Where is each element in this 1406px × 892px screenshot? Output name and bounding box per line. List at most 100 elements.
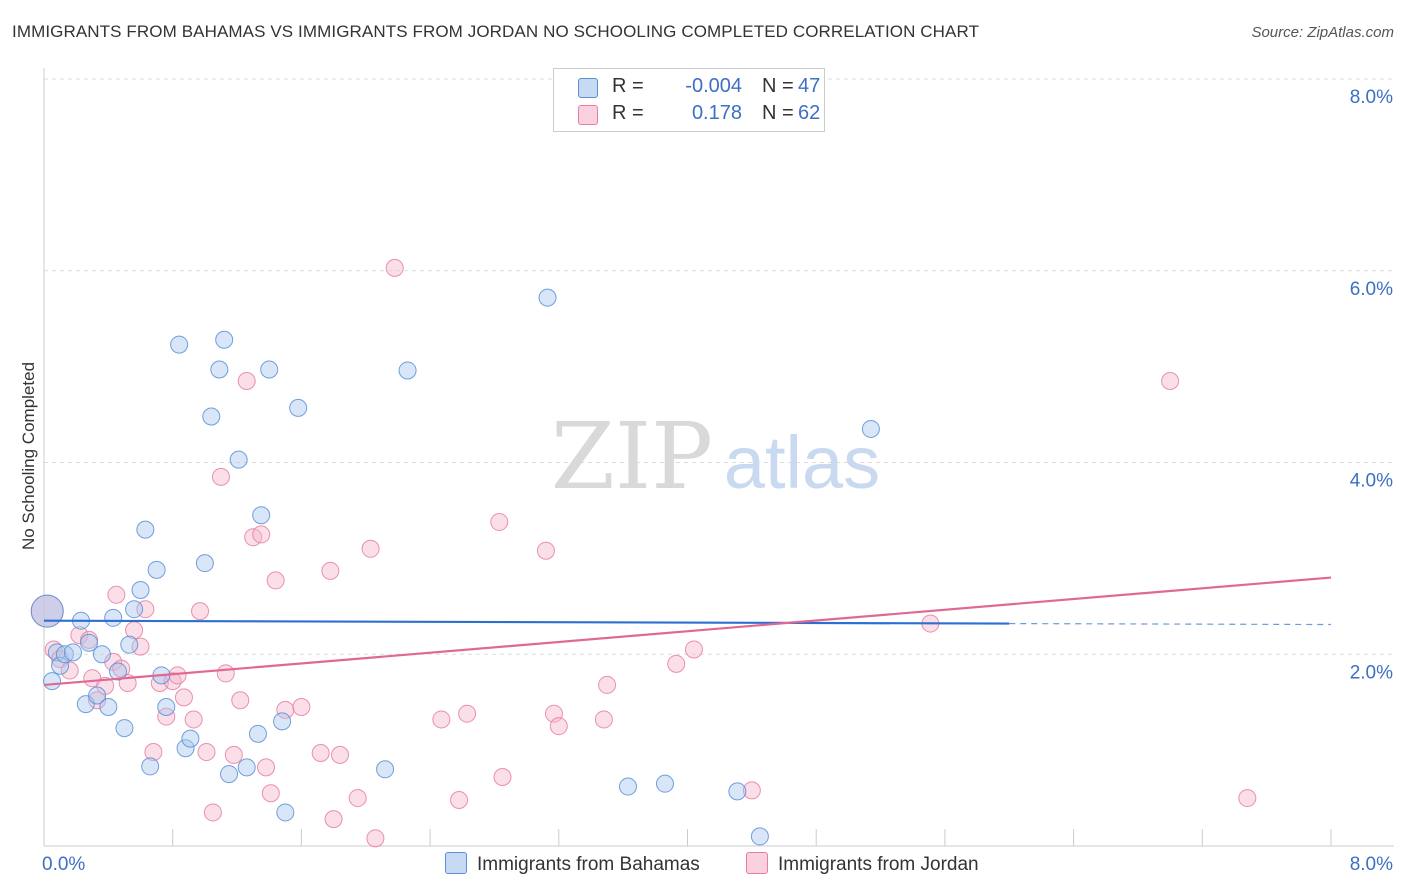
x-tick-label-1: 8.0% (1350, 854, 1393, 875)
point-bahamas-24 (176, 739, 195, 758)
point-bahamas-18 (136, 520, 155, 539)
point-jordan-48 (458, 704, 477, 723)
point-jordan-54 (594, 710, 613, 729)
bottom-legend-swatch-jordan (746, 852, 768, 874)
point-bahamas-17 (131, 581, 150, 600)
series-bahamas-points (30, 288, 880, 846)
point-bahamas-40 (398, 361, 417, 380)
point-jordan-30 (237, 372, 256, 391)
point-bahamas-42 (618, 777, 637, 796)
legend-r-value: -0.004 (685, 75, 742, 97)
bottom-legend-label-bahamas: Immigrants from Bahamas (477, 854, 700, 875)
point-jordan-46 (432, 710, 451, 729)
tick-labels: 2.0% 4.0% 6.0% 8.0% 0.0% 8.0% (42, 87, 1393, 875)
legend-r-label: R = (612, 75, 644, 97)
bottom-legend-swatch-bahamas (445, 852, 467, 874)
point-jordan-37 (292, 697, 311, 716)
point-bahamas-23 (170, 335, 189, 354)
legend-n-value: 62 (798, 102, 821, 124)
y-tick-label-3: 8.0% (1350, 87, 1393, 108)
point-jordan-42 (348, 789, 367, 808)
legend-n-value: 47 (798, 75, 821, 97)
point-bahamas-36 (273, 712, 292, 731)
point-bahamas-37 (276, 803, 295, 822)
point-jordan-32 (252, 525, 271, 544)
bottom-legend-label-jordan: Immigrants from Jordan (778, 854, 979, 875)
point-jordan-34 (261, 784, 280, 803)
point-jordan-50 (493, 767, 512, 786)
point-bahamas-3 (51, 656, 70, 675)
point-bahamas-33 (248, 724, 267, 743)
point-bahamas-27 (202, 407, 221, 426)
trend-line-bahamas-extension (1009, 622, 1332, 626)
point-bahamas-19 (141, 757, 160, 776)
point-jordan-28 (224, 745, 243, 764)
point-jordan-23 (191, 602, 210, 621)
legend-n-label: N = (762, 102, 794, 124)
point-jordan-33 (257, 758, 276, 777)
point-jordan-27 (216, 664, 235, 683)
point-bahamas-22 (157, 697, 176, 716)
point-jordan-58 (742, 781, 761, 800)
point-bahamas-15 (120, 635, 139, 654)
point-bahamas-31 (229, 450, 248, 469)
point-jordan-53 (549, 717, 568, 736)
gridlines (44, 78, 1394, 655)
point-bahamas-30 (220, 765, 239, 784)
point-jordan-18 (157, 707, 176, 726)
y-axis-label: No Schooling Completed (19, 362, 38, 550)
point-jordan-55 (598, 675, 617, 694)
point-bahamas-14 (115, 719, 134, 738)
x-tick-label-0: 0.0% (42, 854, 85, 875)
point-bahamas-29 (215, 330, 234, 349)
point-jordan-41 (331, 745, 350, 764)
legend-r-label: R = (612, 102, 644, 124)
point-bahamas-12 (104, 608, 123, 627)
point-bahamas-46 (861, 419, 880, 438)
point-bahamas-32 (237, 758, 256, 777)
point-bahamas-20 (147, 560, 166, 579)
trend-line-bahamas (43, 619, 1010, 625)
point-jordan-49 (490, 512, 509, 531)
source-label: Source: ZipAtlas.com (1251, 24, 1394, 41)
point-jordan-60 (1161, 372, 1180, 391)
point-bahamas-44 (728, 782, 747, 801)
point-bahamas-35 (260, 360, 279, 379)
point-jordan-19 (163, 672, 182, 691)
point-jordan-1 (44, 640, 63, 659)
trend-lines (43, 576, 1332, 687)
point-jordan-57 (684, 640, 703, 659)
point-jordan-24 (197, 743, 216, 762)
point-bahamas-45 (750, 827, 769, 846)
point-jordan-10 (107, 585, 126, 604)
legend-r-value: 0.178 (691, 102, 742, 124)
watermark-zip: ZIP (551, 403, 713, 510)
point-jordan-43 (361, 539, 380, 558)
point-jordan-61 (1238, 789, 1257, 808)
point-jordan-40 (324, 810, 343, 829)
point-bahamas-38 (289, 398, 308, 417)
point-bahamas-5 (63, 643, 82, 662)
point-bahamas-10 (92, 645, 111, 664)
point-jordan-51 (536, 541, 555, 560)
chart-title: IMMIGRANTS FROM BAHAMAS VS IMMIGRANTS FR… (12, 22, 980, 41)
point-jordan-45 (385, 258, 404, 277)
point-jordan-22 (184, 710, 203, 729)
point-jordan-35 (266, 571, 285, 590)
point-bahamas-1 (43, 672, 62, 691)
point-bahamas-26 (195, 554, 214, 573)
point-bahamas-9 (88, 686, 107, 705)
point-jordan-25 (203, 803, 222, 822)
point-bahamas-43 (655, 774, 674, 793)
point-jordan-38 (311, 744, 330, 763)
point-bahamas-16 (125, 600, 144, 619)
point-jordan-26 (211, 467, 230, 486)
series-jordan-points (30, 258, 1257, 848)
point-jordan-3 (60, 661, 79, 680)
point-jordan-16 (144, 743, 163, 762)
point-jordan-29 (231, 691, 250, 710)
point-jordan-4 (70, 626, 89, 645)
point-jordan-14 (131, 637, 150, 656)
point-bahamas-8 (80, 633, 99, 652)
